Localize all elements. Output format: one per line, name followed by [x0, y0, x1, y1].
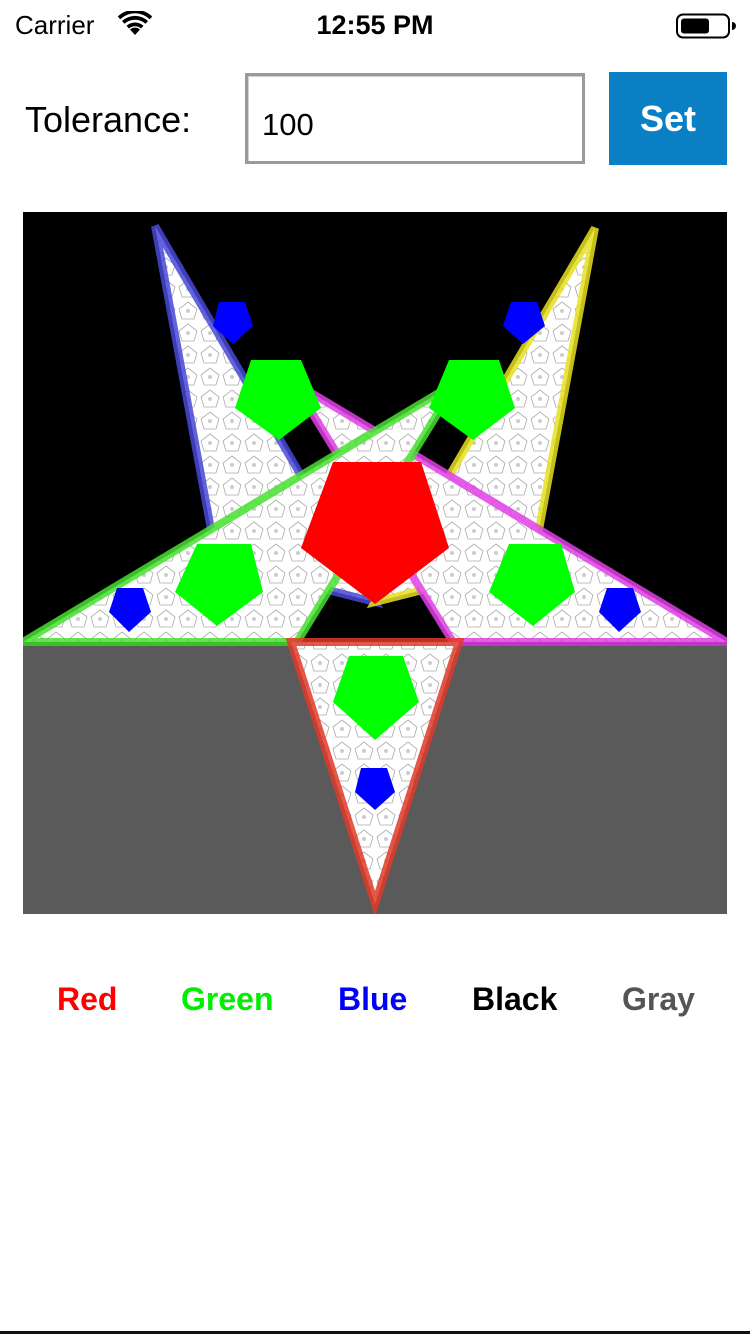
green-pentagon-bottom	[333, 656, 419, 740]
status-bar: Carrier 12:55 PM	[0, 0, 750, 50]
blue-pentagon-top-right	[503, 302, 545, 344]
blue-pentagon-left	[109, 588, 151, 632]
carrier-label: Carrier	[15, 10, 95, 40]
color-option-black[interactable]: Black	[472, 981, 558, 1017]
set-button[interactable]: Set	[609, 72, 727, 165]
wifi-icon	[117, 11, 153, 35]
tolerance-input[interactable]	[245, 73, 585, 164]
blue-pentagon-top-left	[213, 302, 253, 344]
status-time: 12:55 PM	[316, 10, 434, 40]
battery-icon	[676, 13, 736, 39]
color-option-green[interactable]: Green	[181, 981, 274, 1017]
green-pentagon-right	[489, 544, 575, 626]
blue-pentagon-right	[599, 588, 641, 632]
color-option-red[interactable]: Red	[57, 981, 118, 1017]
green-pentagon-top-right	[429, 360, 515, 440]
color-options: Red Green Blue Black Gray	[0, 978, 750, 1022]
bottom-divider	[0, 1331, 750, 1334]
blue-pentagon-bottom	[355, 768, 395, 810]
fractal-image[interactable]	[23, 212, 727, 914]
center-pentagon	[301, 462, 449, 604]
green-pentagon-left	[175, 544, 263, 626]
color-option-gray[interactable]: Gray	[622, 981, 695, 1017]
color-option-blue[interactable]: Blue	[338, 981, 408, 1017]
tolerance-label: Tolerance:	[25, 99, 192, 140]
green-pentagon-top-left	[235, 360, 321, 440]
